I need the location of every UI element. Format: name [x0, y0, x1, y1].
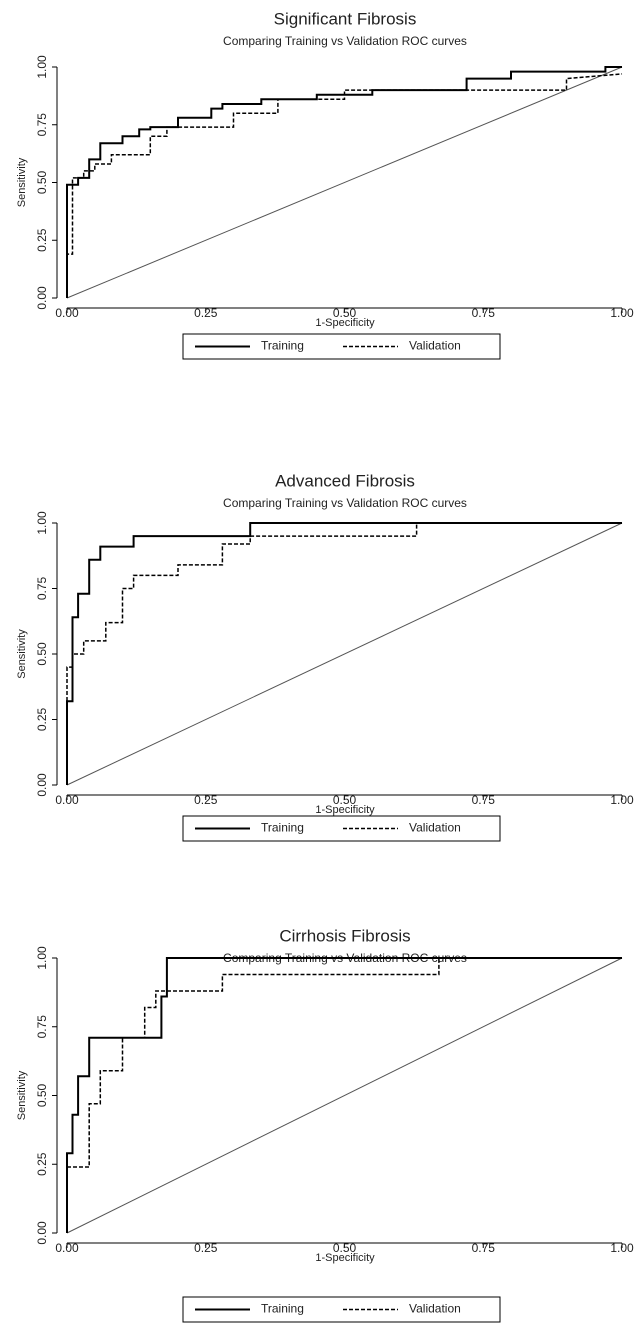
y-tick-label: 1.00	[35, 511, 49, 535]
legend-label: Training	[261, 821, 304, 835]
y-tick-label: 0.25	[35, 707, 49, 731]
x-tick-label: 0.75	[472, 1241, 496, 1255]
y-tick-label: 0.00	[35, 286, 49, 310]
x-axis-label: 1-Specificity	[315, 1252, 375, 1264]
x-tick-label: 0.50	[333, 793, 357, 807]
x-tick-label: 0.50	[333, 1241, 357, 1255]
x-tick-label: 1.00	[610, 793, 634, 807]
x-tick-label: 0.00	[55, 306, 79, 320]
legend-box	[182, 1296, 501, 1323]
x-tick-label: 1.00	[610, 306, 634, 320]
y-tick-label: 0.75	[35, 576, 49, 600]
y-tick-label: 0.00	[35, 1221, 49, 1245]
y-axis-label: Sensitivity	[16, 629, 28, 679]
x-tick-label: 0.75	[472, 793, 496, 807]
x-tick-label: 0.00	[55, 1241, 79, 1255]
chart-subtitle: Comparing Training vs Validation ROC cur…	[223, 34, 467, 48]
chart-title: Advanced Fibrosis	[275, 471, 415, 490]
legend-label: Validation	[409, 821, 461, 835]
x-tick-label: 0.25	[194, 1241, 218, 1255]
y-axis-label: Sensitivity	[16, 157, 28, 207]
legend-label: Training	[261, 339, 304, 353]
chart-subtitle: Comparing Training vs Validation ROC cur…	[223, 496, 467, 510]
legend-label: Validation	[409, 1302, 461, 1316]
x-tick-label: 0.75	[472, 306, 496, 320]
y-tick-label: 0.50	[35, 170, 49, 194]
chart-title: Significant Fibrosis	[274, 9, 417, 28]
legend-label: Validation	[409, 339, 461, 353]
y-tick-label: 0.75	[35, 113, 49, 137]
x-tick-label: 0.25	[194, 793, 218, 807]
roc-curve	[66, 66, 622, 298]
y-tick-label: 1.00	[35, 55, 49, 79]
reference-diagonal	[66, 522, 623, 786]
chart-title: Cirrhosis Fibrosis	[279, 926, 410, 945]
roc-curve	[66, 522, 622, 785]
reference-diagonal	[66, 957, 623, 1234]
y-axis-label: Sensitivity	[16, 1070, 28, 1120]
roc-curve	[66, 522, 622, 785]
legend-label: Training	[261, 1302, 304, 1316]
x-tick-label: 0.00	[55, 793, 79, 807]
x-tick-label: 0.25	[194, 306, 218, 320]
roc-curve	[66, 957, 622, 1233]
x-tick-label: 0.50	[333, 306, 357, 320]
x-axis-label: 1-Specificity	[315, 317, 375, 329]
y-tick-label: 1.00	[35, 946, 49, 970]
legend-box	[182, 333, 501, 360]
reference-diagonal	[66, 66, 623, 299]
y-tick-label: 0.25	[35, 228, 49, 252]
x-tick-label: 1.00	[610, 1241, 634, 1255]
y-tick-label: 0.25	[35, 1152, 49, 1176]
y-tick-label: 0.00	[35, 773, 49, 797]
legend-box	[182, 815, 501, 842]
roc-curve	[66, 957, 622, 1233]
roc-curve	[66, 73, 623, 298]
y-tick-label: 0.50	[35, 642, 49, 666]
y-tick-label: 0.50	[35, 1083, 49, 1107]
x-axis-label: 1-Specificity	[315, 804, 375, 816]
y-tick-label: 0.75	[35, 1015, 49, 1039]
